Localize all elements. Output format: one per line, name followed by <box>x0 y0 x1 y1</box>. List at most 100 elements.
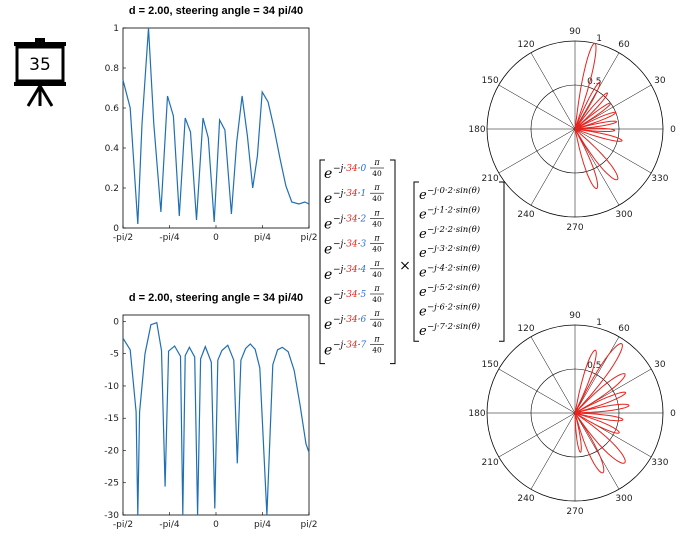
array-row: e −j·2·2·sin(θ) <box>419 224 480 242</box>
frac-denominator: 40 <box>372 169 382 178</box>
polar-lobe <box>574 342 623 414</box>
exp-prefix: −j· <box>427 186 439 196</box>
polar-angle-label: 150 <box>482 76 499 86</box>
steer-number: 34 <box>346 189 358 199</box>
polar-lobe <box>574 412 620 434</box>
steer-number: 34 <box>346 265 358 275</box>
exp-suffix: ·2·sin(θ) <box>445 282 480 293</box>
element-index: 5 <box>361 290 367 300</box>
polar-spoke <box>530 52 576 130</box>
frac-numerator: π <box>373 183 380 192</box>
exponent: −j·34·6 <box>333 315 367 325</box>
exp-prefix: −j· <box>333 265 346 275</box>
y-tick-label: -15 <box>104 414 119 424</box>
polar-angle-label: 60 <box>618 40 630 50</box>
polar-angle-label: 240 <box>517 494 534 504</box>
array-row: e −j·5·2·sin(θ) <box>419 282 480 300</box>
polar-lobe <box>574 412 605 474</box>
frac-numerator: π <box>373 334 380 343</box>
exp-base: e <box>419 207 427 222</box>
polar-spoke <box>498 84 576 130</box>
polar-angle-label: 90 <box>569 27 581 37</box>
y-tick-label: 1 <box>113 24 119 34</box>
frac-numerator: π <box>373 309 380 318</box>
y-tick-label: -20 <box>104 446 119 456</box>
polar-angle-label: 60 <box>618 324 630 334</box>
exponent: −j·5·2·sin(θ) <box>427 282 480 293</box>
x-tick-label: 0 <box>213 520 219 530</box>
frac-denominator: 40 <box>372 245 382 254</box>
polar-lobe <box>574 111 617 130</box>
element-index: 3 <box>361 240 367 250</box>
polar-lobe <box>574 412 626 464</box>
exp-base: e <box>419 227 427 242</box>
exp-base: e <box>324 166 332 182</box>
array-phase-matrix: e −j·0·2·sin(θ)e −j·1·2·sin(θ)e −j·2·2·sin(… <box>413 181 505 342</box>
frac-denominator: 40 <box>372 295 382 304</box>
frac-numerator: π <box>373 284 380 293</box>
exp-prefix: −j· <box>333 340 346 350</box>
exp-base: e <box>324 216 332 232</box>
left-bracket <box>413 181 419 342</box>
x-tick-label: -pi/4 <box>159 520 179 530</box>
exp-dot: · <box>358 214 361 224</box>
y-tick-label: 0.2 <box>105 184 119 194</box>
steer-number: 34 <box>346 340 358 350</box>
series-line <box>122 27 310 225</box>
polar-spoke <box>498 128 576 174</box>
exp-dot: · <box>358 315 361 325</box>
polar-spoke <box>498 368 576 414</box>
polar-angle-label: 90 <box>569 311 581 321</box>
element-index: 2 <box>360 214 367 224</box>
y-tick-label: -5 <box>110 350 119 360</box>
exponent: −j·34·3 <box>333 240 367 250</box>
exp-suffix: ·2·sin(θ) <box>445 204 480 215</box>
element-index: 4 <box>438 264 444 274</box>
element-index: 1 <box>361 189 367 199</box>
polar-spoke <box>574 128 652 174</box>
exponent: −j·34·5 <box>333 290 367 300</box>
exp-suffix: ·2·sin(θ) <box>445 321 480 332</box>
exponent: −j·1·2·sin(θ) <box>427 204 480 215</box>
x-tick-label: -pi/2 <box>113 520 133 530</box>
exp-suffix: ·2·sin(θ) <box>445 185 480 196</box>
polar-angle-label: 240 <box>517 210 534 220</box>
x-tick-label: pi/2 <box>301 520 318 530</box>
exp-base: e <box>419 188 427 203</box>
steer-number: 34 <box>346 240 358 250</box>
polar-angle-label: 300 <box>615 494 632 504</box>
exp-base: e <box>324 342 332 358</box>
y-tick-label: 0 <box>113 317 119 327</box>
exp-prefix: −j· <box>333 315 346 325</box>
exp-base: e <box>324 242 332 258</box>
steer-number: 34 <box>346 164 358 174</box>
frac-numerator: π <box>373 208 380 217</box>
y-tick-label: -25 <box>104 479 119 489</box>
x-tick-label: -pi/2 <box>113 233 133 243</box>
polar-angle-label: 330 <box>651 174 668 184</box>
polar-lobe <box>574 128 623 142</box>
y-tick-label: 0.4 <box>105 144 120 154</box>
exp-dot: · <box>358 240 361 250</box>
series-line <box>122 321 310 516</box>
exp-base: e <box>419 246 427 261</box>
polar-spoke <box>530 336 576 414</box>
element-index: 6 <box>439 302 445 312</box>
polar-lobe <box>574 403 630 414</box>
element-index: 0 <box>361 164 367 174</box>
polar-angle-label: 330 <box>651 458 668 468</box>
exp-prefix: −j· <box>333 214 346 224</box>
array-row: e −j·7·2·sin(θ) <box>419 321 480 339</box>
exponent: −j·34·7 <box>333 340 367 350</box>
polar-lobe <box>574 127 616 132</box>
polar-angle-label: 270 <box>566 507 583 517</box>
polar-radial-label: 1 <box>596 34 602 44</box>
x-tick-label: pi/4 <box>254 520 271 530</box>
polar-angle-label: 0 <box>670 125 676 135</box>
polar-angle-label: 210 <box>482 174 499 184</box>
exp-prefix: −j· <box>427 302 439 312</box>
